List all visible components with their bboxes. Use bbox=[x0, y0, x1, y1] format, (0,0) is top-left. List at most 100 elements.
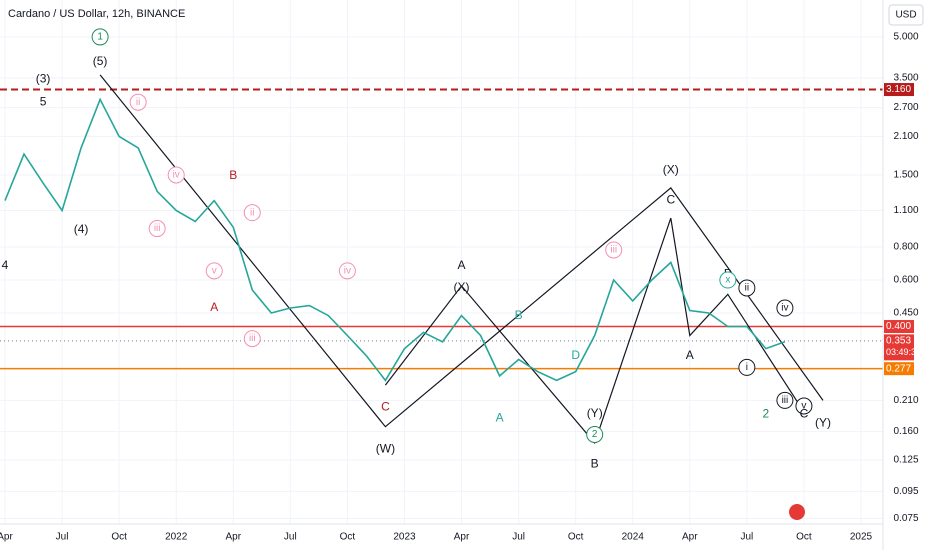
y-tick-label: 0.600 bbox=[893, 275, 918, 286]
countdown: 03:49:31 bbox=[886, 347, 921, 357]
chart-title: Cardano / US Dollar, 12h, BINANCE bbox=[8, 8, 185, 20]
wave-label: D bbox=[571, 348, 580, 362]
x-tick-label: Apr bbox=[682, 532, 698, 543]
wave-label: (Y) bbox=[587, 406, 603, 420]
wave-label: (3) bbox=[36, 71, 51, 85]
price-tag-label: 0.400 bbox=[886, 321, 911, 332]
wave-label: iii bbox=[782, 395, 789, 406]
wave-label: ii bbox=[136, 97, 140, 108]
wave-label: iv bbox=[781, 303, 788, 314]
wave-label: B bbox=[591, 457, 599, 471]
wave-label: C bbox=[381, 399, 390, 413]
x-tick-label: Oct bbox=[568, 532, 584, 543]
wave-label: A bbox=[210, 300, 218, 314]
y-tick-label: 0.450 bbox=[893, 308, 918, 319]
wave-circle bbox=[719, 271, 737, 289]
wave-circle bbox=[129, 93, 147, 111]
wave-circle bbox=[243, 330, 261, 348]
event-icon[interactable] bbox=[789, 504, 805, 520]
x-tick-label: Jul bbox=[740, 532, 753, 543]
wave-circle bbox=[243, 204, 261, 222]
wave-label: ii bbox=[745, 283, 749, 294]
wave-circle bbox=[205, 262, 223, 280]
wave-label: 2 bbox=[763, 406, 770, 420]
x-tick-label: Apr bbox=[225, 532, 241, 543]
price-tag bbox=[884, 320, 914, 334]
wave-label: iii bbox=[154, 223, 161, 234]
x-tick-label: Jul bbox=[56, 532, 69, 543]
y-tick-label: 0.125 bbox=[893, 455, 918, 466]
currency-button[interactable] bbox=[888, 4, 924, 26]
wave-label: 2 bbox=[592, 429, 598, 440]
wave-circle bbox=[91, 28, 109, 46]
currency[interactable]: USD bbox=[895, 10, 916, 21]
wave-circle bbox=[605, 241, 623, 259]
y-tick-label: 2.100 bbox=[893, 131, 918, 142]
wave-label: C bbox=[800, 406, 809, 420]
wave-label: C bbox=[666, 193, 675, 207]
wave-label: B bbox=[515, 308, 523, 322]
wave-label: v bbox=[801, 401, 806, 412]
price-tag-label: 0.277 bbox=[886, 363, 911, 374]
plot-area: (3)5(5)1(4)4iiiiiivvBAiiiiiiv(W)C(X)AABD… bbox=[0, 0, 883, 524]
x-tick-label: 2023 bbox=[393, 532, 416, 543]
x-tick-label: Oct bbox=[111, 532, 127, 543]
wave-line bbox=[384, 217, 805, 445]
price-tag bbox=[884, 334, 914, 361]
y-tick-label: 0.160 bbox=[893, 426, 918, 437]
x-tick-label: Jul bbox=[284, 532, 297, 543]
y-tick-label: 2.700 bbox=[893, 102, 918, 113]
wave-label: 4 bbox=[2, 258, 9, 272]
wave-circle bbox=[738, 279, 756, 297]
wave-label: x bbox=[725, 275, 730, 286]
price-tag-label: 0.353 bbox=[886, 335, 911, 346]
y-tick-label: 1.100 bbox=[893, 205, 918, 216]
x-tick-label: Jul bbox=[512, 532, 525, 543]
y-tick-label: 0.800 bbox=[893, 242, 918, 253]
wave-circle bbox=[795, 397, 813, 415]
wave-circle bbox=[776, 391, 794, 409]
wave-label: (W) bbox=[376, 442, 395, 456]
wave-label: (X) bbox=[454, 280, 470, 294]
wave-label: i bbox=[746, 362, 748, 373]
wave-label: 1 bbox=[97, 32, 103, 43]
x-tick-label: 2025 bbox=[850, 532, 873, 543]
wave-label: B bbox=[229, 168, 237, 182]
price-line-series bbox=[4, 97, 786, 382]
y-tick-label: 3.500 bbox=[893, 72, 918, 83]
wave-circle bbox=[148, 220, 166, 238]
x-tick-label: Apr bbox=[0, 532, 13, 543]
wave-label: (4) bbox=[74, 222, 89, 236]
y-tick-label: 0.095 bbox=[893, 486, 918, 497]
x-tick-label: Oct bbox=[340, 532, 356, 543]
wave-label: A bbox=[458, 258, 466, 272]
y-tick-label: 5.000 bbox=[893, 32, 918, 43]
wave-label: iv bbox=[344, 265, 351, 276]
wave-label: iii bbox=[249, 333, 256, 344]
price-tag-label: 3.160 bbox=[886, 84, 911, 95]
wave-circle bbox=[586, 425, 604, 443]
wave-label: ii bbox=[250, 207, 254, 218]
price-tag bbox=[884, 83, 914, 97]
x-tick-label: Apr bbox=[454, 532, 470, 543]
x-tick-label: 2022 bbox=[165, 532, 188, 543]
x-tick-label: Oct bbox=[796, 532, 812, 543]
wave-label: iv bbox=[173, 170, 180, 181]
wave-circle bbox=[738, 358, 756, 376]
x-tick-label: 2024 bbox=[622, 532, 645, 543]
wave-label: (Y) bbox=[815, 415, 831, 429]
wave-label: (X) bbox=[663, 163, 679, 177]
wave-label: v bbox=[212, 265, 217, 276]
y-tick-label: 0.210 bbox=[893, 395, 918, 406]
wave-label: iii bbox=[610, 245, 617, 256]
wave-label: 5 bbox=[40, 94, 47, 108]
price-tag bbox=[884, 362, 914, 376]
wave-label: (5) bbox=[93, 54, 108, 68]
y-tick-label: 1.500 bbox=[893, 170, 918, 181]
wave-circle bbox=[776, 299, 794, 317]
wave-circle bbox=[338, 262, 356, 280]
wave-circle bbox=[167, 166, 185, 184]
wave-label: A bbox=[496, 410, 504, 424]
